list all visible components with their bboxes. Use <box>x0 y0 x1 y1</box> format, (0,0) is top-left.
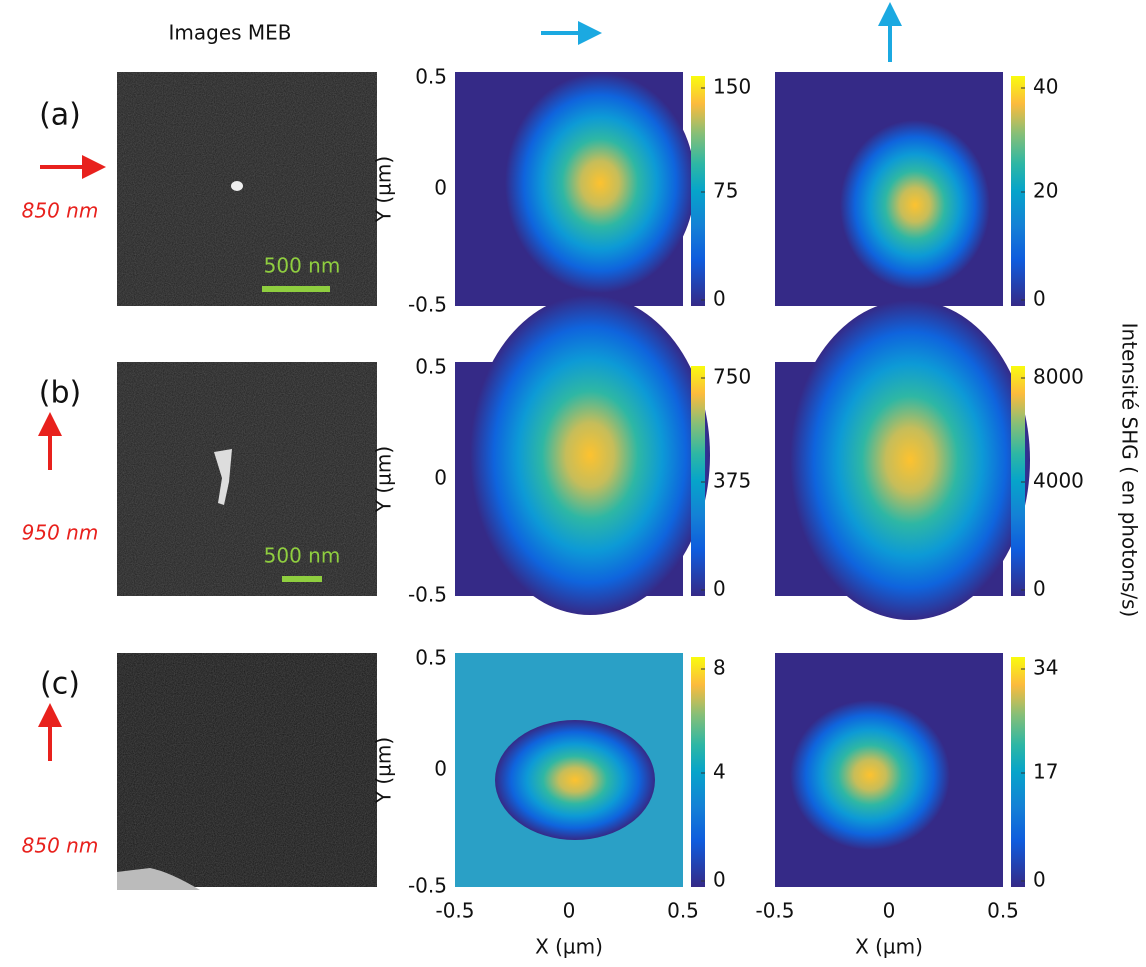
colorbar-tick-label: 4000 <box>1033 469 1084 493</box>
colorbar <box>1011 657 1025 887</box>
sem-title: Images MEB <box>168 21 291 45</box>
colorbar <box>691 657 705 887</box>
y-tick-label: 0.5 <box>415 646 447 670</box>
wavelength: 850 nm <box>22 199 99 223</box>
colorbar-tick-label: 20 <box>1033 179 1058 203</box>
y-axis-label: Y (µm) <box>372 156 396 223</box>
colorbar-tick-label: 375 <box>713 469 751 493</box>
row-label: (c) <box>40 667 80 702</box>
y-tick-label: -0.5 <box>408 293 447 317</box>
heatmap-spot <box>470 295 710 615</box>
heatmap-spot <box>840 120 990 290</box>
wavelength: 850 nm <box>22 834 99 858</box>
colorbar-tick-label: 0 <box>713 868 726 892</box>
heatmap-spot <box>505 73 695 293</box>
x-tick-label: 0 <box>883 899 896 923</box>
colorbar <box>1011 366 1025 596</box>
heatmap-spot <box>495 720 655 840</box>
y-axis-label: Y (µm) <box>372 737 396 804</box>
y-axis-label: Y (µm) <box>372 446 396 513</box>
substrate-edge <box>117 868 200 890</box>
y-tick-label: 0 <box>434 466 447 490</box>
colorbar-tick-label: 0 <box>1033 287 1046 311</box>
y-tick-label: 0.5 <box>415 65 447 89</box>
sem-noise <box>117 72 377 306</box>
x-tick-label: -0.5 <box>755 899 794 923</box>
row: (c) 850 nm 8 4 0 34 17 0 Y (µm) 0.5 0 -0.5 <box>22 646 1059 898</box>
x-axis-label: X (µm) <box>855 935 923 959</box>
sem-noise <box>117 653 377 887</box>
colorbar-tick-label: 40 <box>1033 75 1058 99</box>
scale-bar-label: 500 nm <box>264 254 341 278</box>
row-label: (b) <box>39 376 81 411</box>
colorbar-tick-label: 34 <box>1033 656 1058 680</box>
colorbar-label: Intensité SHG ( en photons/s) <box>1118 323 1142 618</box>
colorbar-tick-label: 8 <box>713 656 726 680</box>
colorbar-tick-label: 0 <box>1033 868 1046 892</box>
x-tick-label: 0.5 <box>987 899 1019 923</box>
colorbar <box>691 366 705 596</box>
heatmap-spot <box>790 700 950 850</box>
y-tick-label: -0.5 <box>408 583 447 607</box>
y-tick-label: 0 <box>434 757 447 781</box>
y-tick-label: 0.5 <box>415 355 447 379</box>
row-label: (a) <box>39 98 81 133</box>
colorbar-tick-label: 75 <box>713 179 738 203</box>
colorbar <box>691 76 705 306</box>
colorbar <box>1011 76 1025 306</box>
colorbar-tick-label: 0 <box>713 287 726 311</box>
colorbar-tick-label: 0 <box>1033 577 1046 601</box>
row: (a) 850 nm 500 nm 150 75 0 40 20 0 Y (µm) 0.5 0 -0.5 <box>22 65 1059 317</box>
row: (b) 950 nm 500 nm 750 375 0 8000 4000 0 Y (µm) 0.5… <box>22 295 1084 620</box>
colorbar-tick-label: 150 <box>713 75 751 99</box>
colorbar-tick-label: 4 <box>713 760 726 784</box>
particle <box>214 449 232 505</box>
particle <box>231 181 243 191</box>
x-tick-label: 0.5 <box>667 899 699 923</box>
scale-bar-label: 500 nm <box>264 544 341 568</box>
x-tick-label: 0 <box>563 899 576 923</box>
y-tick-label: 0 <box>434 176 447 200</box>
x-tick-label: -0.5 <box>435 899 474 923</box>
x-axis-label: X (µm) <box>535 935 603 959</box>
colorbar-tick-label: 17 <box>1033 760 1058 784</box>
colorbar-tick-label: 0 <box>713 577 726 601</box>
colorbar-tick-label: 750 <box>713 365 751 389</box>
y-tick-label: -0.5 <box>408 874 447 898</box>
wavelength: 950 nm <box>22 521 99 545</box>
colorbar-tick-label: 8000 <box>1033 365 1084 389</box>
heatmap-spot <box>790 300 1030 620</box>
sem-noise <box>117 362 377 596</box>
